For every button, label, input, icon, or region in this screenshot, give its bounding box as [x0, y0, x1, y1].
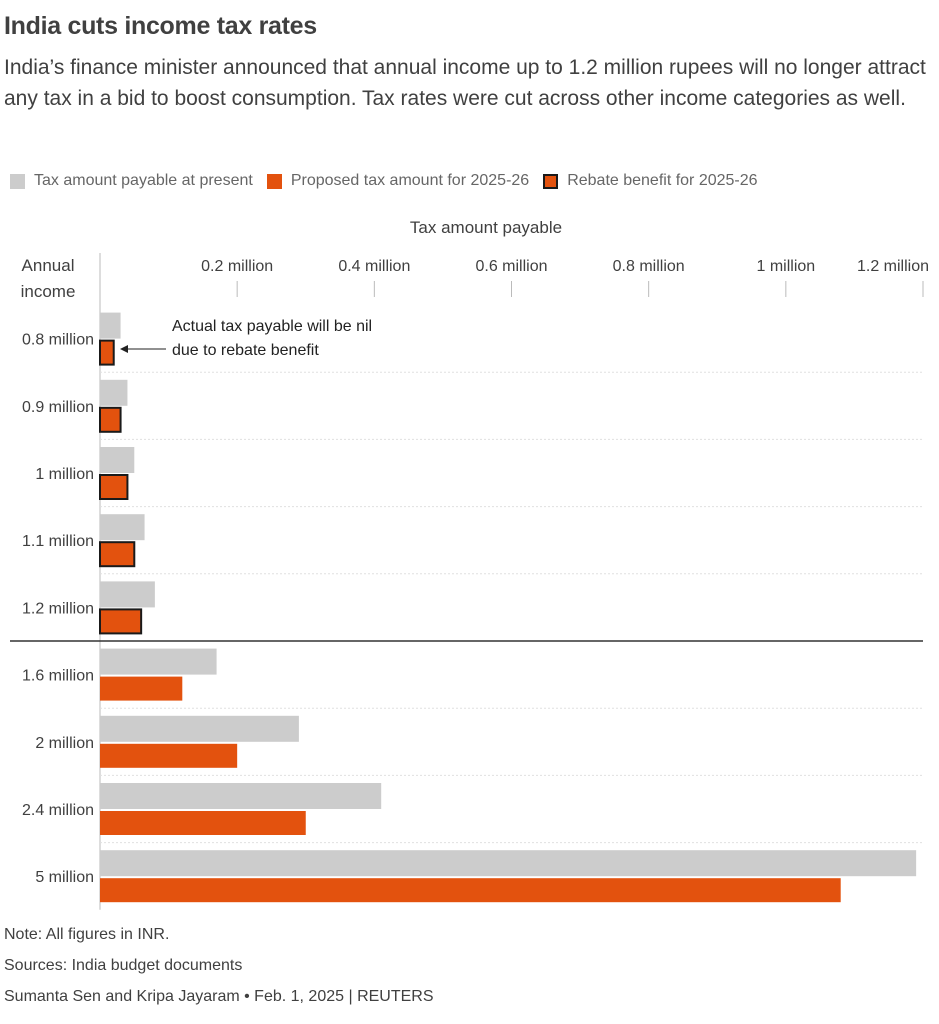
bar-present	[100, 581, 155, 608]
bar-proposed-rebate	[99, 474, 129, 500]
category-label: 0.9 million	[22, 399, 94, 416]
bar-proposed	[100, 878, 841, 903]
bar-present	[100, 514, 145, 541]
annotation-arrow-head	[120, 345, 128, 353]
bar-present	[100, 312, 121, 339]
bar-proposed	[100, 811, 306, 835]
category-label: 0.8 million	[22, 332, 94, 349]
legend: Tax amount payable at present Proposed t…	[10, 172, 772, 190]
y-axis-title-line2: income	[21, 282, 76, 301]
bar-present	[100, 783, 382, 809]
x-tick-label: 0.2 million	[201, 258, 273, 275]
legend-item-proposed: Proposed tax amount for 2025-26	[266, 172, 530, 190]
x-tick-label: 0.8 million	[613, 258, 685, 275]
bar-proposed-rebate	[99, 406, 122, 433]
legend-swatch-rebate	[543, 173, 559, 189]
bar-proposed	[100, 676, 183, 701]
chart-title: India cuts income tax rates	[4, 12, 317, 40]
legend-label-rebate: Rebate benefit for 2025-26	[567, 172, 758, 189]
legend-swatch-present	[10, 173, 25, 189]
category-label: 1.2 million	[22, 600, 94, 617]
bar-chart: Tax amount payable Annual income 0.2 millio…	[10, 218, 929, 910]
bar-proposed-rebate	[99, 541, 136, 568]
legend-label-proposed: Proposed tax amount for 2025-26	[290, 172, 530, 189]
footer-sources: Sources: India budget documents	[4, 957, 243, 974]
legend-item-rebate: Rebate benefit for 2025-26	[543, 172, 758, 190]
bar-proposed-rebate	[99, 608, 143, 635]
category-label: 5 million	[35, 869, 94, 886]
legend-item-present: Tax amount payable at present	[10, 172, 253, 190]
footer-credit: Sumanta Sen and Kripa Jayaram • Feb. 1, …	[4, 988, 434, 1005]
annotation-line1: Actual tax payable will be nil	[172, 318, 372, 335]
category-label: 1.6 million	[22, 668, 94, 685]
annotation-line2: due to rebate benefit	[172, 342, 319, 359]
category-label: 2 million	[35, 735, 94, 752]
bar-proposed	[100, 743, 238, 768]
x-tick-label: 1.2 million	[857, 258, 929, 275]
chart-subtitle: India’s finance minister announced that …	[4, 56, 926, 110]
x-axis-title: Tax amount payable	[410, 218, 562, 237]
legend-swatch-proposed	[266, 173, 282, 189]
bar-present	[100, 850, 917, 877]
legend-label-present: Tax amount payable at present	[34, 172, 253, 189]
x-tick-label: 0.6 million	[475, 258, 547, 275]
bar-present	[100, 648, 217, 675]
x-tick-label: 1 million	[756, 258, 815, 275]
category-label: 2.4 million	[22, 802, 94, 819]
bar-present	[100, 379, 128, 406]
x-tick-label: 0.4 million	[338, 258, 410, 275]
bar-present	[100, 715, 299, 742]
category-label: 1 million	[35, 466, 94, 483]
footer-note: Note: All figures in INR.	[4, 926, 170, 943]
bar-proposed-rebate	[99, 339, 115, 366]
bar-present	[100, 447, 135, 473]
y-axis-title-line1: Annual	[22, 256, 75, 275]
category-label: 1.1 million	[22, 533, 94, 550]
